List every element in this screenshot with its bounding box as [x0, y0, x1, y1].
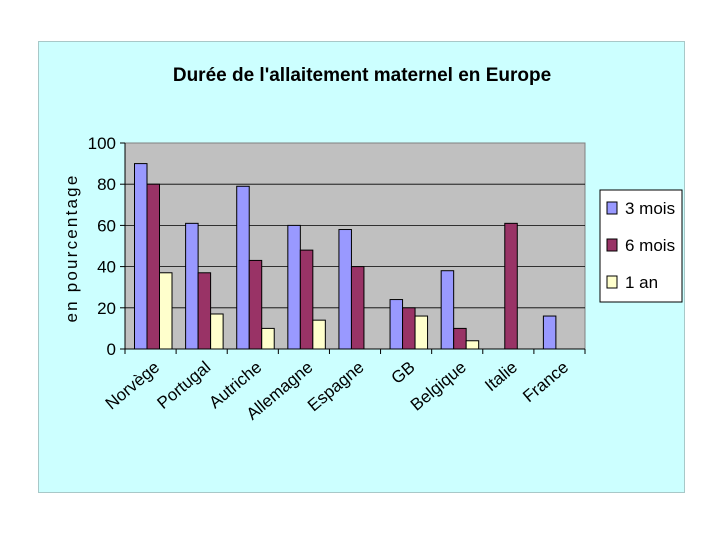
x-tick-label: GB — [388, 358, 419, 388]
x-tick-label: Norvège — [102, 358, 163, 414]
y-tick-label: 80 — [97, 175, 116, 194]
bar — [402, 307, 416, 350]
bar — [299, 249, 314, 350]
bar — [261, 327, 275, 350]
bar — [134, 163, 148, 350]
bar — [389, 299, 404, 350]
x-tick-label: France — [519, 358, 572, 407]
y-axis-label: en pourcentage — [62, 174, 81, 323]
x-tick-label: Belgique — [407, 358, 470, 415]
bar — [504, 222, 518, 350]
y-tick-label: 100 — [88, 134, 116, 153]
bar — [159, 272, 173, 350]
bar — [414, 315, 429, 350]
bar — [236, 185, 250, 350]
y-tick-label: 20 — [97, 299, 116, 318]
bar — [197, 272, 212, 350]
legend-swatch — [606, 275, 618, 289]
legend-label: 3 mois — [625, 199, 675, 218]
legend-swatch — [606, 201, 618, 215]
legend-label: 6 mois — [625, 236, 675, 255]
x-tick-label: Italie — [481, 358, 521, 396]
bar — [185, 222, 199, 350]
bar — [312, 319, 326, 350]
bar — [453, 327, 467, 350]
bar — [350, 266, 365, 350]
bar — [338, 229, 352, 350]
y-tick-label: 60 — [97, 216, 116, 235]
bar — [146, 183, 160, 350]
x-tick-label: Portugal — [154, 358, 215, 413]
legend-label: 1 an — [625, 273, 658, 292]
bar — [465, 340, 480, 350]
bar — [287, 224, 301, 350]
bar — [248, 259, 263, 350]
chart-title: Durée de l'allaitement maternel en Europ… — [173, 65, 551, 86]
y-axis-ticks: 0 20 40 60 80 100 — [88, 134, 585, 359]
y-tick-label: 0 — [107, 340, 116, 359]
legend-swatch — [606, 238, 618, 252]
y-tick-label: 40 — [97, 258, 116, 277]
bar — [542, 315, 557, 350]
legend: 3 mois 6 mois 1 an — [599, 189, 683, 303]
bars — [134, 163, 557, 350]
bar — [210, 313, 224, 350]
bar — [440, 270, 455, 350]
x-tick-label: Espagne — [304, 358, 368, 416]
